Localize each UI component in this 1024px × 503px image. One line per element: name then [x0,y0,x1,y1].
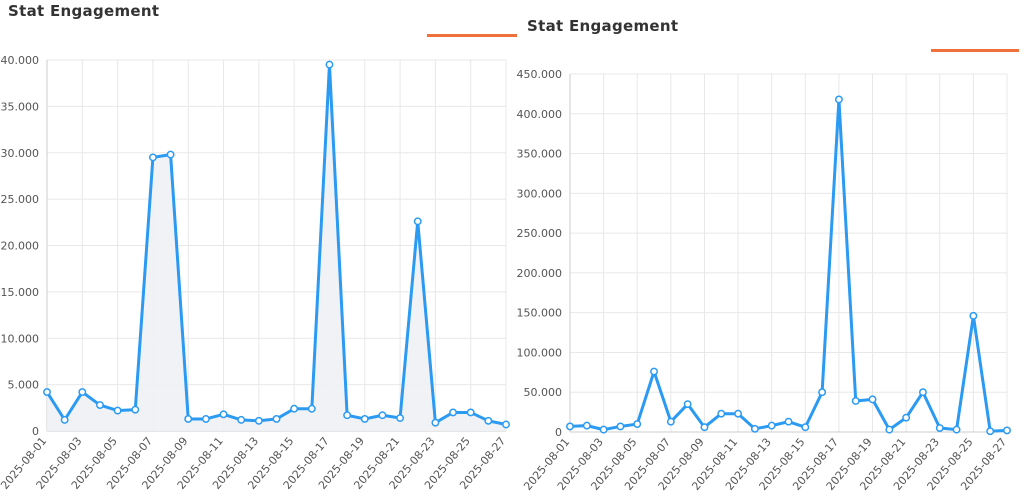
data-point[interactable] [148,153,157,162]
data-point[interactable] [683,400,692,409]
data-point[interactable] [969,311,978,320]
data-point[interactable] [502,420,510,429]
data-point[interactable] [272,414,281,423]
chart-panel-left: Stat Engagement 0 5.000 10.000 15.000 20.000… [0,2,517,492]
data-point[interactable] [952,425,961,434]
data-point[interactable] [599,425,608,434]
series-area [47,64,506,431]
series-line [568,97,1009,433]
data-point[interactable] [801,423,810,432]
data-point[interactable] [413,217,422,226]
chart-title: Stat Engagement [527,17,679,35]
data-point[interactable] [166,150,175,159]
data-point[interactable] [633,420,642,428]
data-point[interactable] [919,388,927,397]
y-tick-label: 400.000 [517,108,563,121]
data-point[interactable] [902,413,911,422]
y-tick-label: 150.000 [517,307,563,320]
y-tick-label: 35.000 [1,100,40,113]
y-tick-label: 450.000 [517,68,563,81]
data-point[interactable] [43,388,51,396]
y-tick-label: 0 [32,425,39,438]
data-point[interactable] [396,414,405,422]
data-point[interactable] [60,415,69,424]
line-chart-right: 0 50.000 100.000 150.000 200.000 250.000 300.0… [517,68,1011,493]
y-tick-label: 25.000 [1,193,40,206]
data-point[interactable] [566,422,574,431]
data-point[interactable] [1003,426,1011,435]
data-point[interactable] [986,427,995,436]
y-tick-label: 300.000 [517,187,563,200]
data-point[interactable] [78,388,87,396]
y-tick-label: 0 [555,426,562,439]
legend-swatch[interactable] [427,34,517,37]
data-point[interactable] [219,410,228,419]
chart-panel-right: Stat Engagement 0 50.000 100.000 150.000 200… [517,0,1024,503]
data-point[interactable] [784,417,793,426]
data-point[interactable] [466,408,475,417]
data-point[interactable] [834,95,843,104]
y-tick-label: 50.000 [524,386,563,399]
data-point[interactable] [818,388,827,397]
data-point[interactable] [868,395,877,404]
y-tick-label: 15.000 [1,286,40,299]
data-point[interactable] [360,414,369,423]
y-tick-label: 30.000 [1,147,40,160]
y-tick-label: 20.000 [1,240,40,253]
y-tick-label: 100.000 [517,346,563,359]
data-point[interactable] [885,425,894,434]
data-point[interactable] [378,411,387,420]
data-point[interactable] [484,416,493,425]
data-point[interactable] [343,411,352,420]
data-point[interactable] [113,406,122,415]
y-tick-label: 250.000 [517,227,563,240]
data-point[interactable] [666,417,675,426]
data-point[interactable] [734,409,743,418]
y-tick-label: 10.000 [1,332,40,345]
data-point[interactable] [449,408,457,417]
data-point[interactable] [650,367,658,376]
data-point[interactable] [237,415,246,424]
data-point[interactable] [750,424,759,433]
data-point[interactable] [254,416,263,425]
y-tick-label: 350.000 [517,148,563,161]
data-point[interactable] [307,404,316,413]
series-line [45,63,508,427]
data-point[interactable] [582,421,591,430]
chart-title: Stat Engagement [8,2,160,20]
data-point[interactable] [700,423,709,432]
data-point[interactable] [616,422,625,431]
y-tick-label: 200.000 [517,267,563,280]
y-tick-label: 40.000 [1,54,40,67]
data-point[interactable] [851,397,860,405]
data-point[interactable] [201,414,210,423]
line-chart-left: 0 5.000 10.000 15.000 20.000 25.000 30.000 35.0… [0,54,510,492]
legend-swatch[interactable] [931,49,1019,52]
data-point[interactable] [290,404,299,413]
data-point[interactable] [935,424,944,432]
data-point[interactable] [767,421,776,430]
data-point[interactable] [184,414,193,423]
data-point[interactable] [431,418,440,427]
data-point[interactable] [325,60,334,69]
data-point[interactable] [717,409,726,418]
data-point[interactable] [96,401,104,409]
data-point[interactable] [131,405,140,414]
y-tick-label: 5.000 [8,379,40,392]
